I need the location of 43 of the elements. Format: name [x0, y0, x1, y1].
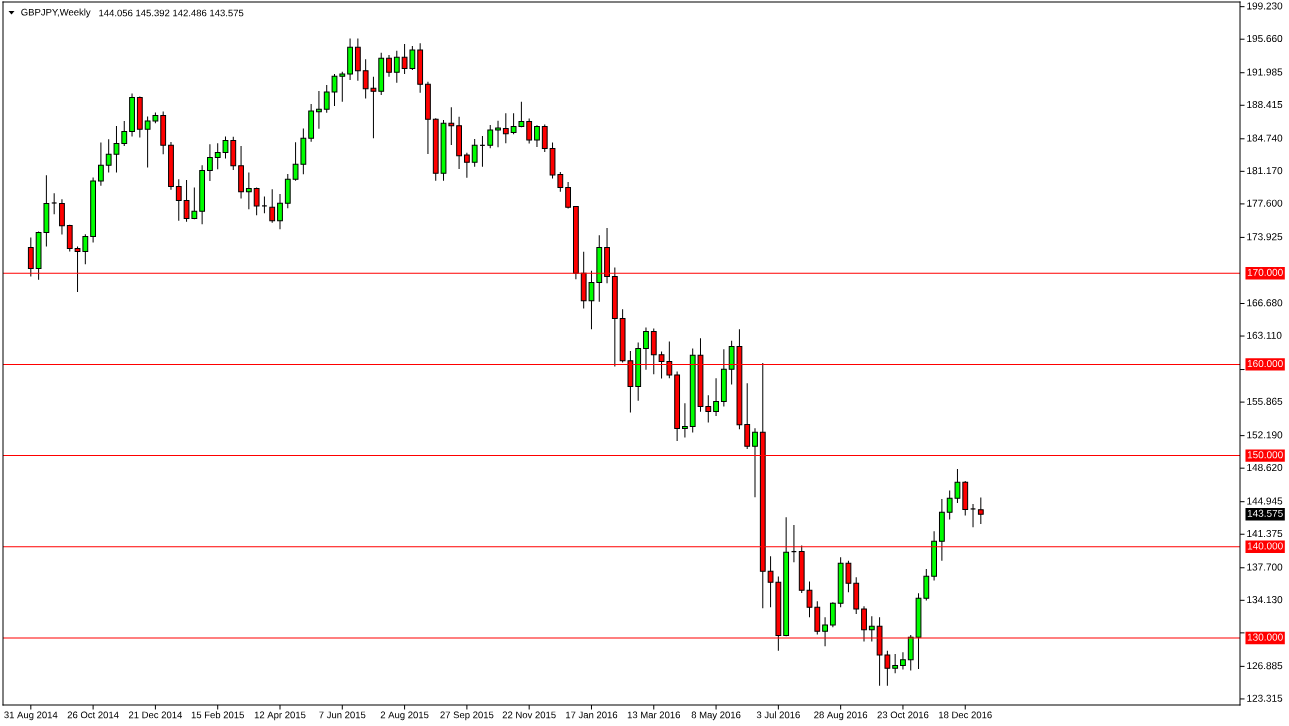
- x-tick-label: 15 Feb 2015: [191, 711, 244, 719]
- y-tick-label: 141.375: [1247, 529, 1283, 538]
- x-tick-label: 3 Jul 2016: [756, 711, 800, 719]
- x-tick-label: 7 Jun 2015: [319, 711, 366, 719]
- y-tick-label: 195.660: [1247, 34, 1283, 43]
- x-tick-label: 13 Mar 2016: [627, 711, 681, 719]
- y-tick-label: 152.190: [1247, 431, 1283, 439]
- y-tick-label: 188.415: [1247, 101, 1283, 109]
- x-tick-label: 12 Apr 2015: [254, 711, 306, 721]
- y-tick-label: 166.680: [1247, 299, 1283, 307]
- y-tick-label: 191.985: [1247, 68, 1283, 76]
- ref-line-label: 140.000: [1247, 542, 1283, 550]
- ref-line-label: 130.000: [1247, 633, 1283, 641]
- ref-line-label: 160.000: [1247, 360, 1283, 368]
- y-tick-label: 155.865: [1247, 397, 1283, 405]
- x-tick-label: 22 Nov 2015: [502, 711, 556, 719]
- ref-line-label: 170.000: [1247, 268, 1283, 276]
- text: GBPJPY,Weekly: [21, 8, 91, 18]
- x-tick-label: 27 Sep 2015: [440, 711, 494, 721]
- y-tick-label: 163.110: [1247, 331, 1282, 339]
- y-tick-label: 199.230: [1247, 2, 1283, 10]
- y-tick-label: 173.925: [1247, 233, 1283, 241]
- x-tick-label: 17 Jan 2016: [566, 711, 618, 719]
- y-tick-label: 184.740: [1247, 134, 1283, 142]
- y-tick-label: 134.130: [1247, 596, 1283, 604]
- x-tick-label: 28 Aug 2016: [814, 711, 868, 721]
- x-tick-label: 21 Dec 2014: [128, 711, 183, 719]
- y-tick-label: 126.885: [1247, 662, 1283, 670]
- x-tick-label: 26 Oct 2014: [67, 711, 119, 719]
- y-tick-label: 144.945: [1247, 497, 1283, 505]
- x-tick-label: 23 Oct 2016: [877, 711, 929, 719]
- text: 143.575: [1247, 509, 1283, 517]
- text: 144.056 145.392 142.486 143.575: [99, 9, 244, 17]
- y-tick-label: 148.620: [1247, 463, 1283, 472]
- x-tick-label: 2 Aug 2015: [380, 711, 429, 721]
- ref-line-label: 150.000: [1247, 451, 1283, 459]
- x-tick-label: 8 May 2016: [691, 711, 741, 721]
- y-tick-label: 137.700: [1247, 563, 1283, 571]
- x-tick-label: 18 Dec 2016: [939, 711, 992, 719]
- y-tick-label: 123.315: [1247, 694, 1283, 702]
- y-tick-label: 177.600: [1247, 199, 1283, 207]
- y-tick-label: 181.170: [1247, 167, 1283, 175]
- x-tick-label: 31 Aug 2014: [4, 711, 58, 721]
